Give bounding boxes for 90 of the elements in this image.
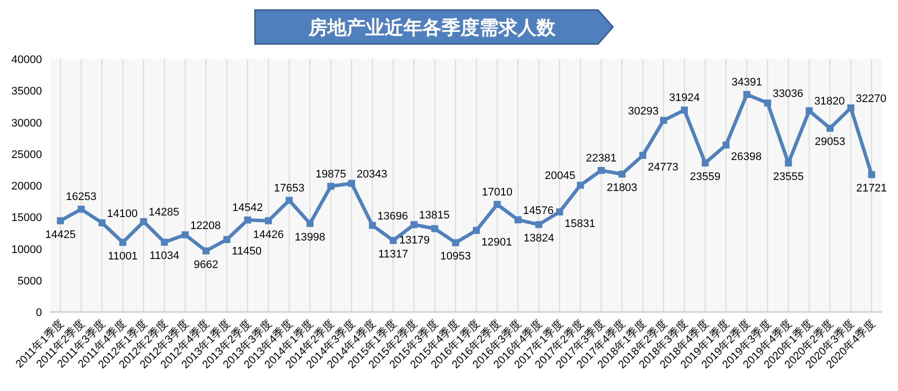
y-tick-label: 0	[36, 307, 42, 319]
data-label: 31924	[669, 92, 700, 104]
data-label: 33036	[772, 88, 804, 100]
point	[826, 124, 834, 132]
point	[78, 206, 85, 213]
point	[182, 231, 189, 238]
data-label: 14425	[45, 228, 76, 241]
data-label: 14426	[253, 228, 284, 241]
data-label: 10953	[440, 250, 471, 263]
point	[160, 238, 168, 246]
point	[847, 104, 854, 112]
point	[286, 196, 293, 204]
data-label: 14285	[148, 206, 180, 219]
data-label: 31820	[814, 96, 845, 108]
y-tick-label: 25000	[11, 148, 42, 161]
point	[98, 219, 106, 226]
data-label: 9662	[194, 258, 218, 271]
data-label: 16253	[66, 191, 96, 204]
data-label: 11001	[108, 250, 138, 262]
y-tick-label: 20000	[11, 180, 42, 192]
data-label: 17010	[482, 186, 512, 198]
point	[576, 182, 584, 189]
y-tick-label: 10000	[11, 244, 42, 256]
point	[140, 218, 148, 226]
data-label: 34391	[732, 76, 762, 88]
point	[390, 236, 397, 244]
point	[494, 200, 501, 208]
data-label: 20343	[356, 168, 388, 180]
point	[223, 236, 230, 244]
point	[202, 247, 210, 254]
data-label: 23555	[773, 171, 804, 184]
point	[722, 142, 730, 149]
data-label: 14100	[107, 208, 138, 220]
point	[327, 182, 334, 190]
data-label: 12208	[190, 220, 221, 232]
data-label: 11317	[378, 248, 408, 260]
data-label: 13179	[399, 234, 430, 247]
point	[598, 166, 605, 174]
data-label: 21721	[856, 182, 887, 195]
point	[806, 107, 813, 114]
data-label: 22381	[586, 152, 616, 164]
data-label: 26398	[731, 151, 762, 164]
point	[680, 106, 688, 114]
point	[868, 171, 876, 178]
point	[660, 116, 668, 124]
point	[348, 180, 356, 187]
point	[431, 225, 438, 232]
point	[514, 216, 522, 224]
y-tick-label: 15000	[11, 212, 42, 224]
point	[764, 100, 772, 107]
data-label: 13824	[524, 232, 554, 245]
data-label: 11034	[150, 250, 180, 262]
point	[743, 90, 750, 98]
point	[56, 217, 64, 224]
data-label: 11450	[232, 246, 262, 258]
data-label: 29053	[814, 136, 846, 148]
data-label: 15831	[564, 218, 596, 230]
point	[702, 159, 709, 166]
point	[264, 217, 272, 224]
y-tick-label: 5000	[18, 275, 42, 288]
point	[618, 170, 626, 178]
data-label: 14542	[232, 202, 263, 214]
data-label: 13815	[419, 210, 450, 222]
data-label: 14576	[523, 204, 554, 217]
point	[784, 160, 792, 167]
data-label: 23559	[690, 170, 720, 183]
point	[306, 220, 314, 227]
point	[244, 216, 252, 224]
data-label: 32270	[856, 92, 886, 105]
y-tick-label: 40000	[11, 54, 42, 66]
data-label: 13696	[377, 210, 408, 222]
data-label: 12901	[481, 236, 512, 248]
point	[452, 239, 460, 246]
point	[119, 238, 126, 246]
data-label: 20045	[544, 170, 576, 182]
data-label: 21803	[606, 182, 638, 194]
data-label: 19875	[316, 168, 346, 180]
point	[639, 152, 646, 159]
point	[556, 208, 564, 216]
y-tick-label: 30000	[11, 117, 42, 130]
data-label: 17653	[274, 182, 304, 194]
point	[410, 221, 418, 228]
point	[535, 221, 542, 228]
chart-title: 房地产业近年各季度需求人数	[308, 17, 556, 39]
data-label: 24773	[648, 161, 678, 174]
y-tick-label: 35000	[11, 86, 42, 98]
data-label: 30293	[628, 105, 659, 118]
point	[472, 226, 480, 234]
point	[368, 222, 376, 229]
data-label: 13998	[294, 231, 326, 244]
